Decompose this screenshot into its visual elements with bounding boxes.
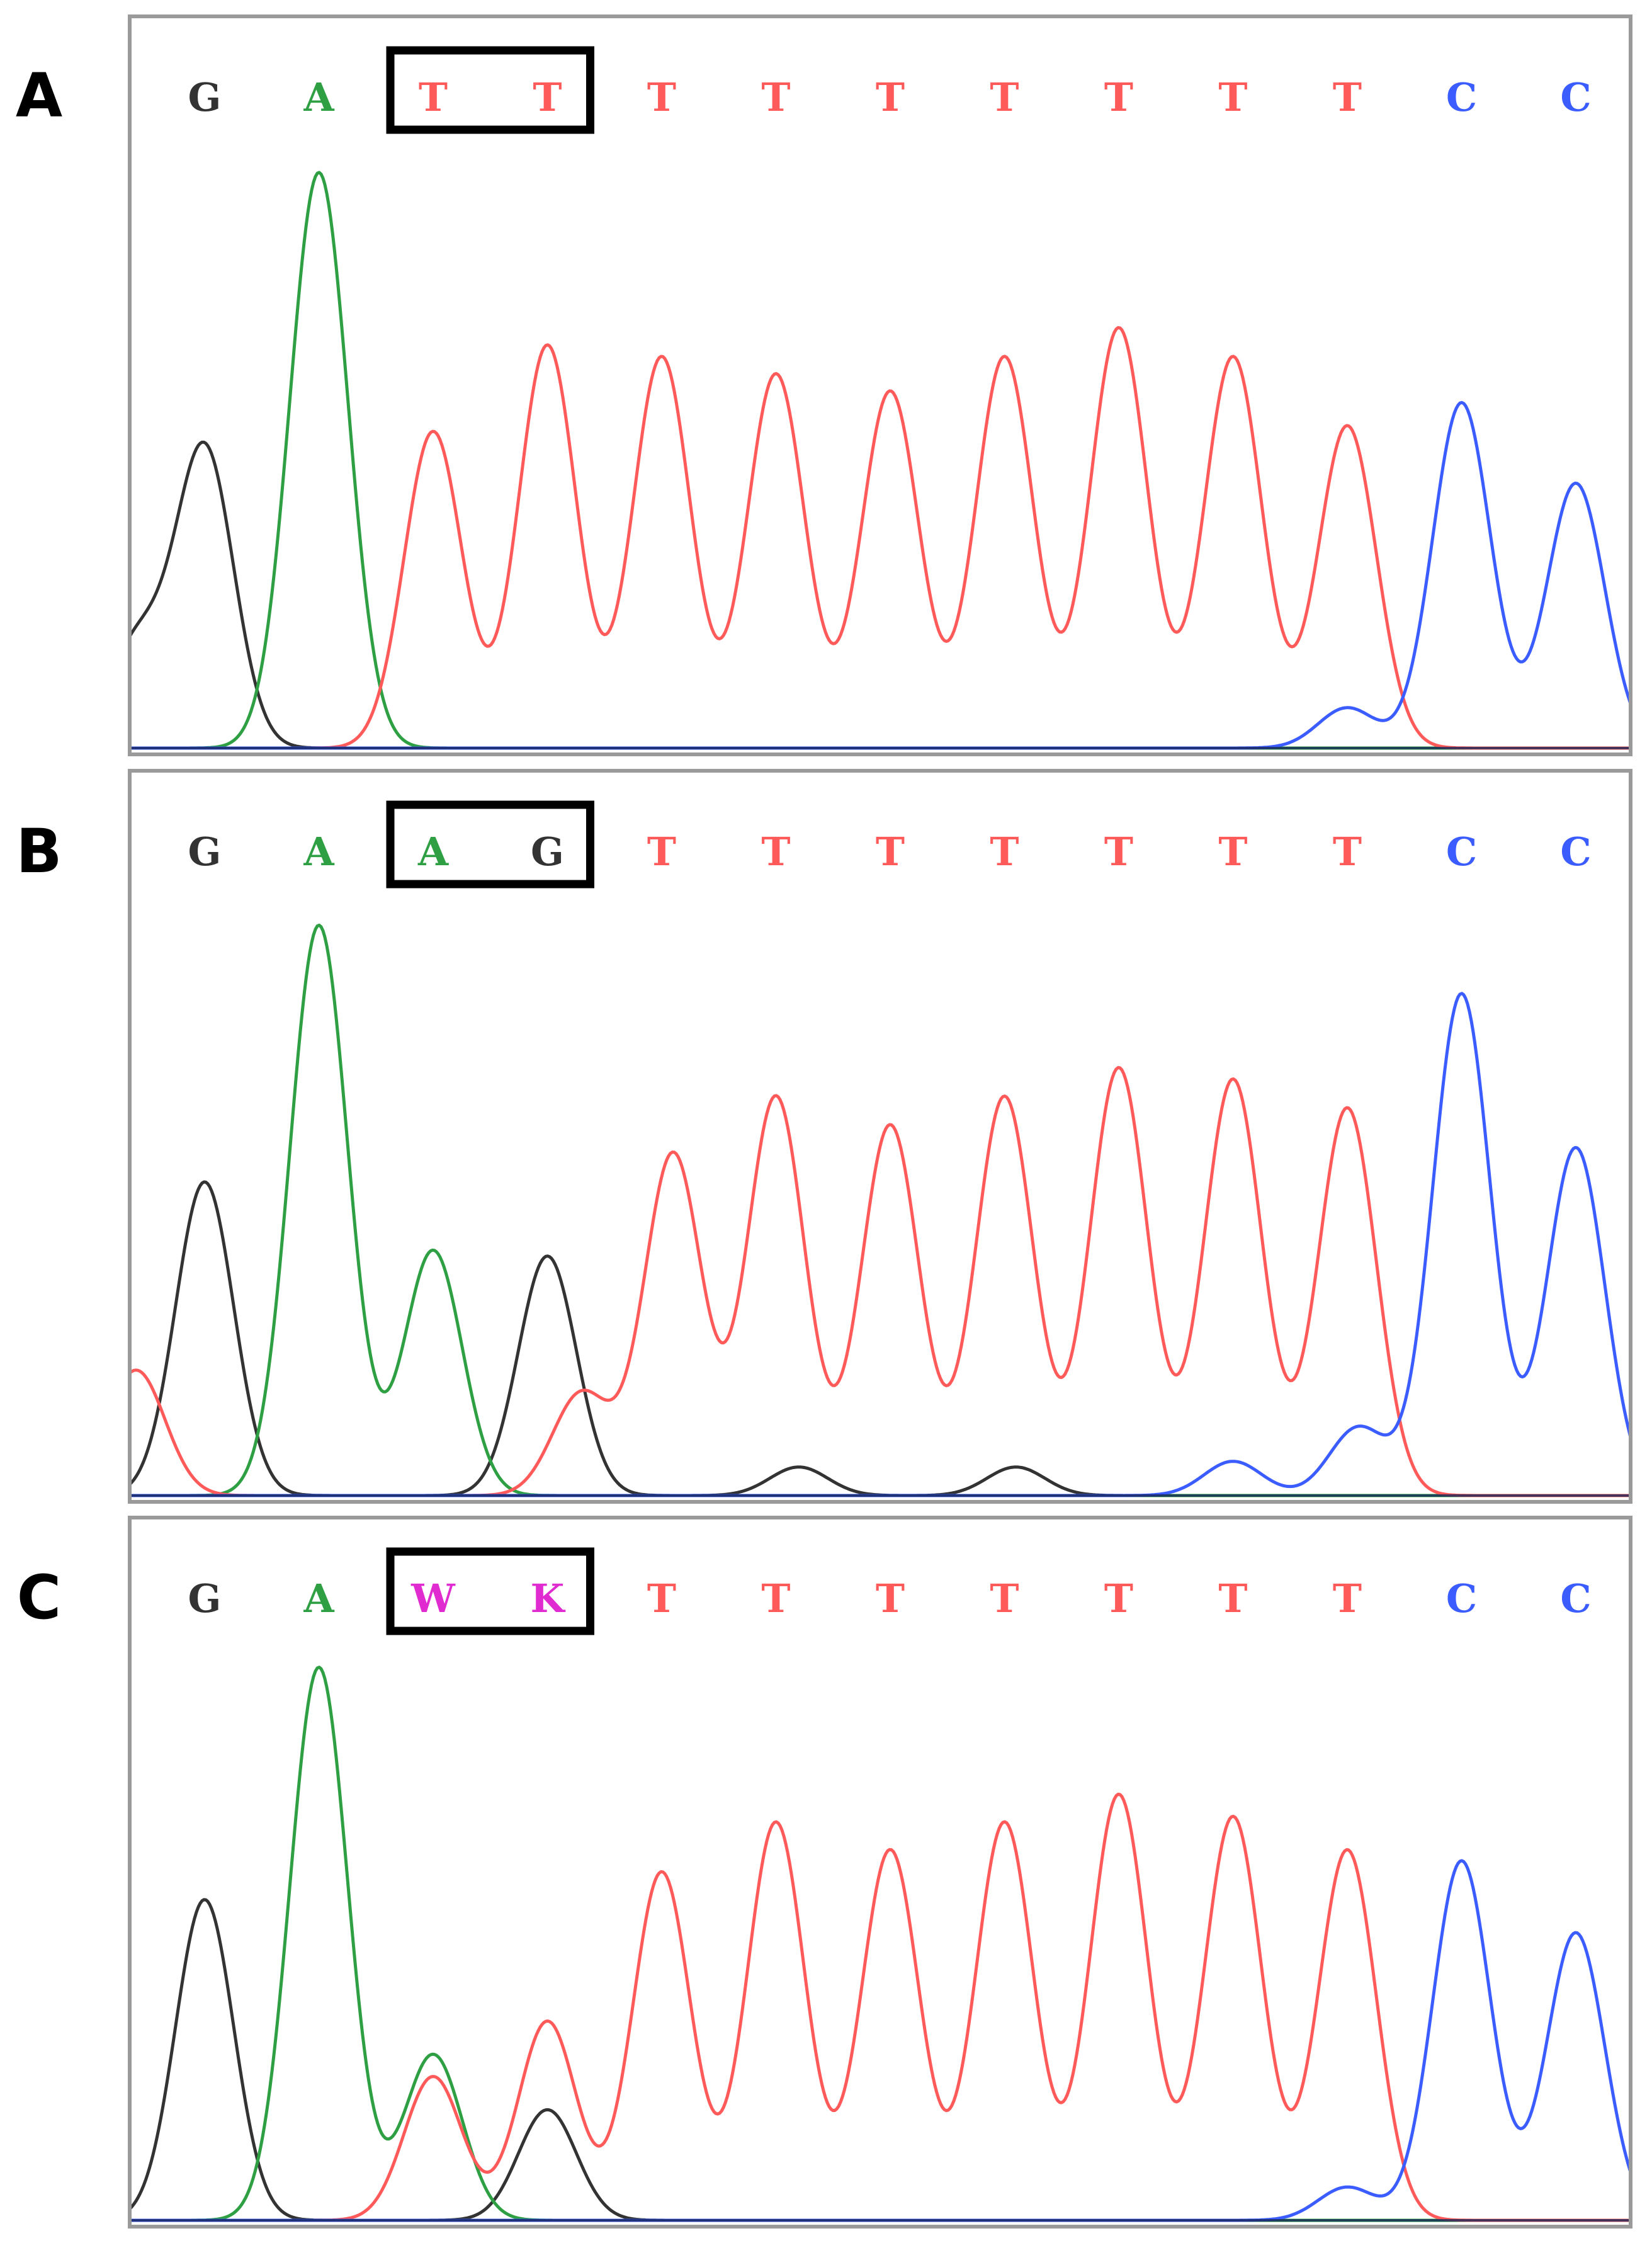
base-call: T [647,829,676,875]
panel-label: C [17,1562,61,1633]
base-call: T [876,1576,905,1621]
base-call: T [533,74,562,120]
base-call: A [303,829,334,875]
base-call: C [1446,829,1477,875]
base-call: T [1333,1576,1362,1621]
base-call: C [1446,1576,1477,1621]
base-call: T [1218,829,1247,875]
base-call: K [531,1576,566,1621]
trace-T [132,1792,1629,2222]
base-call: T [1104,829,1133,875]
base-call: G [188,1576,222,1621]
base-call: T [1218,1576,1247,1621]
base-call: T [761,74,790,120]
base-call: T [1333,74,1362,120]
base-call: G [188,829,222,875]
base-call: T [990,74,1019,120]
base-call: A [303,74,334,120]
base-call: C [1560,829,1591,875]
base-call: W [410,1576,456,1621]
traces [132,171,1629,750]
base-call: T [419,74,448,120]
traces [132,923,1629,1497]
base-call: T [1218,74,1247,120]
base-call: A [417,829,449,875]
base-call: G [188,74,222,120]
base-call: T [761,1576,790,1621]
base-call: T [761,829,790,875]
base-call: T [1104,74,1133,120]
highlight-box [386,1547,594,1635]
base-call: T [647,1576,676,1621]
base-call: T [647,74,676,120]
panel-label: B [16,816,62,887]
traces [132,1666,1629,2222]
base-call: T [990,1576,1019,1621]
base-call: C [1560,1576,1591,1621]
base-call: C [1446,74,1477,120]
trace-T [132,326,1629,750]
base-call: T [1104,1576,1133,1621]
base-call: G [531,829,564,875]
base-call: C [1560,74,1591,120]
panel-frame [128,14,1632,756]
base-call: T [876,829,905,875]
panel-frame [128,769,1632,1504]
base-call: T [990,829,1019,875]
highlight-box [386,46,594,134]
highlight-box [386,800,594,889]
base-call: T [876,74,905,120]
base-call: A [303,1576,334,1621]
base-call: T [1333,829,1362,875]
panel-label: A [16,60,62,131]
